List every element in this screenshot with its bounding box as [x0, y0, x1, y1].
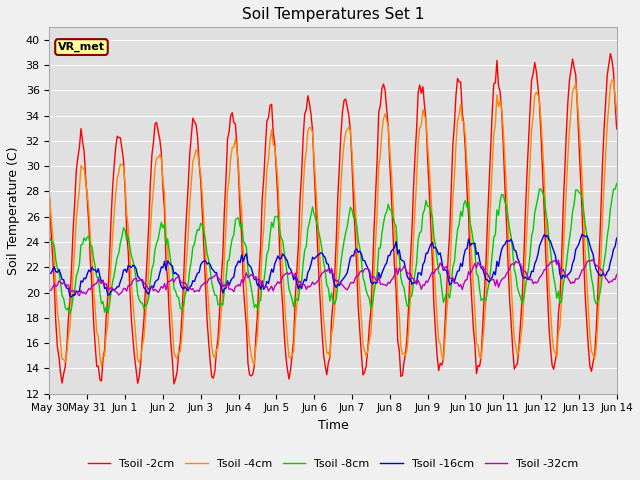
- Tsoil -4cm: [610, 77, 618, 83]
- Tsoil -32cm: [76, 293, 83, 299]
- Line: Tsoil -2cm: Tsoil -2cm: [49, 54, 617, 384]
- Tsoil -16cm: [153, 277, 161, 283]
- Tsoil -8cm: [370, 289, 378, 295]
- Tsoil -16cm: [68, 294, 76, 300]
- Tsoil -32cm: [370, 274, 378, 280]
- Tsoil -8cm: [389, 214, 397, 220]
- Tsoil -8cm: [61, 304, 69, 310]
- Tsoil -2cm: [389, 230, 397, 236]
- Y-axis label: Soil Temperature (C): Soil Temperature (C): [7, 146, 20, 275]
- Tsoil -16cm: [578, 231, 586, 237]
- Tsoil -4cm: [153, 155, 161, 161]
- Tsoil -16cm: [613, 235, 621, 241]
- Tsoil -2cm: [151, 121, 159, 127]
- Tsoil -16cm: [370, 279, 378, 285]
- Legend: Tsoil -2cm, Tsoil -4cm, Tsoil -8cm, Tsoil -16cm, Tsoil -32cm: Tsoil -2cm, Tsoil -4cm, Tsoil -8cm, Tsoi…: [84, 454, 582, 473]
- Tsoil -8cm: [153, 240, 161, 246]
- Tsoil -2cm: [402, 350, 410, 356]
- Tsoil -4cm: [389, 198, 397, 204]
- Tsoil -4cm: [613, 108, 621, 114]
- Tsoil -16cm: [402, 266, 410, 272]
- Tsoil -8cm: [66, 311, 74, 316]
- Tsoil -16cm: [45, 271, 53, 276]
- Tsoil -4cm: [370, 270, 378, 276]
- Tsoil -2cm: [170, 381, 178, 387]
- Tsoil -4cm: [98, 363, 106, 369]
- Tsoil -2cm: [45, 195, 53, 201]
- Tsoil -8cm: [613, 180, 621, 186]
- Tsoil -8cm: [402, 295, 410, 301]
- Tsoil -4cm: [402, 352, 410, 358]
- Tsoil -16cm: [545, 237, 553, 242]
- Tsoil -32cm: [389, 276, 397, 281]
- Title: Soil Temperatures Set 1: Soil Temperatures Set 1: [242, 7, 424, 22]
- Tsoil -2cm: [613, 126, 621, 132]
- Line: Tsoil -32cm: Tsoil -32cm: [49, 259, 617, 296]
- X-axis label: Time: Time: [317, 419, 348, 432]
- Line: Tsoil -16cm: Tsoil -16cm: [49, 234, 617, 297]
- Tsoil -8cm: [45, 234, 53, 240]
- Tsoil -2cm: [545, 324, 553, 329]
- Tsoil -32cm: [45, 288, 53, 293]
- Tsoil -8cm: [545, 236, 553, 241]
- Tsoil -4cm: [45, 192, 53, 198]
- Tsoil -32cm: [61, 282, 69, 288]
- Tsoil -2cm: [607, 51, 614, 57]
- Tsoil -32cm: [613, 272, 621, 277]
- Line: Tsoil -8cm: Tsoil -8cm: [49, 183, 617, 313]
- Tsoil -4cm: [61, 359, 69, 365]
- Text: VR_met: VR_met: [58, 42, 105, 52]
- Tsoil -32cm: [153, 288, 161, 294]
- Tsoil -2cm: [61, 364, 69, 370]
- Tsoil -4cm: [545, 282, 553, 288]
- Tsoil -32cm: [545, 262, 553, 268]
- Tsoil -32cm: [402, 266, 410, 272]
- Tsoil -32cm: [589, 256, 597, 262]
- Tsoil -16cm: [61, 282, 69, 288]
- Tsoil -16cm: [389, 247, 397, 252]
- Tsoil -2cm: [370, 227, 378, 232]
- Line: Tsoil -4cm: Tsoil -4cm: [49, 80, 617, 366]
